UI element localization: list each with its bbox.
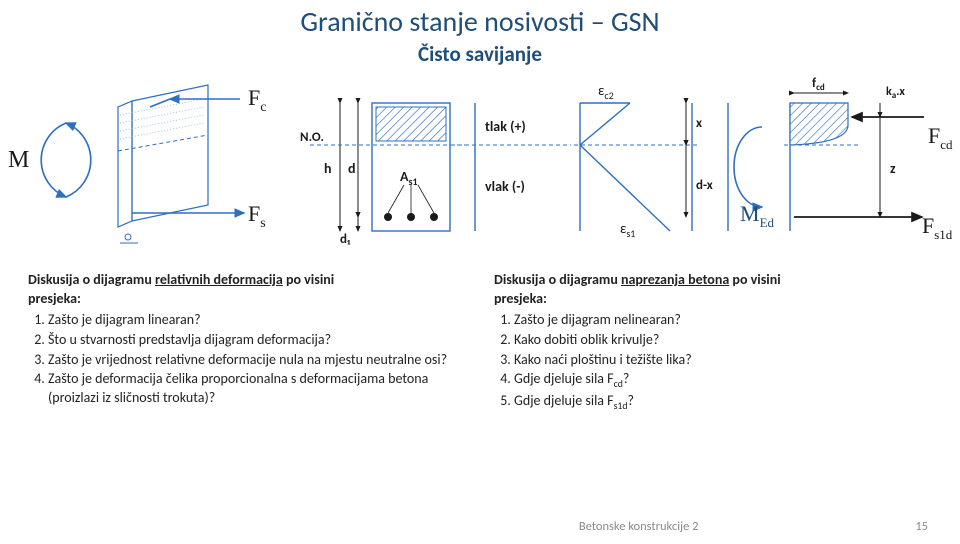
panel-med: MEd — [728, 103, 775, 231]
list-item: Zašto je dijagram linearan? — [48, 311, 466, 330]
list-item: Gdje djeluje sila Fs1d? — [514, 392, 932, 413]
list-item: Zašto je dijagram nelinearan? — [514, 311, 932, 330]
svg-text:Fcd: Fcd — [928, 123, 953, 152]
panel-3d-beam: Fc Fs M — [8, 85, 266, 243]
discussion-columns: Diskusija o dijagramu relativnih deforma… — [0, 253, 960, 414]
svg-text:z: z — [890, 160, 896, 177]
footer-page: 15 — [915, 519, 928, 534]
svg-text:εc2: εc2 — [598, 82, 614, 102]
page-subtitle: Čisto savijanje — [0, 41, 960, 67]
left-list: Zašto je dijagram linearan?Što u stvarno… — [48, 311, 466, 408]
list-item: Zašto je deformacija čelika proporcional… — [48, 370, 466, 408]
svg-text:vlak (-): vlak (-) — [485, 178, 525, 195]
discussion-left: Diskusija o dijagramu relativnih deforma… — [28, 271, 466, 414]
svg-text:x: x — [696, 116, 702, 131]
svg-text:N.O.: N.O. — [300, 130, 324, 145]
discussion-right: Diskusija o dijagramu naprezanja betona … — [494, 271, 932, 414]
beam-svg: Fc Fs M h d N.O. As1 d₁ — [0, 73, 960, 253]
list-item: Kako dobiti oblik krivulje? — [514, 331, 932, 350]
panel-strain: εc2 εs1 x d-x — [574, 82, 713, 240]
svg-text:d₁: d₁ — [340, 232, 351, 247]
svg-text:Fs: Fs — [248, 201, 266, 231]
svg-text:MEd: MEd — [740, 201, 775, 230]
list-item: Kako naći ploštinu i težište lika? — [514, 351, 932, 370]
panel-stress: fcd Fcd ka.x z Fs1d — [784, 76, 953, 242]
svg-text:Fs1d: Fs1d — [922, 213, 953, 242]
svg-text:ka.x: ka.x — [886, 85, 905, 101]
svg-text:Fc: Fc — [248, 85, 266, 115]
footer-course: Betonske konstrukcije 2 — [579, 519, 699, 534]
panel-tlak-vlak: tlak (+) vlak (-) — [451, 103, 571, 231]
right-title: Diskusija o dijagramu naprezanja betona … — [494, 271, 932, 309]
svg-text:d: d — [348, 160, 356, 177]
page-title: Granično stanje nosivosti – GSN — [0, 4, 960, 39]
svg-text:fcd: fcd — [812, 76, 825, 93]
svg-text:h: h — [324, 160, 332, 177]
panel-cross-section: h d N.O. As1 d₁ — [300, 103, 470, 247]
svg-text:M: M — [8, 147, 29, 173]
left-title: Diskusija o dijagramu relativnih deforma… — [28, 271, 466, 309]
footer: Betonske konstrukcije 2 15 — [0, 519, 960, 534]
right-list: Zašto je dijagram nelinearan?Kako dobiti… — [514, 311, 932, 414]
svg-text:d-x: d-x — [696, 178, 713, 193]
svg-text:tlak (+): tlak (+) — [485, 118, 526, 135]
list-item: Gdje djeluje sila Fcd? — [514, 370, 932, 391]
svg-text:εs1: εs1 — [620, 220, 635, 240]
beam-diagram: Fc Fs M h d N.O. As1 d₁ — [0, 73, 960, 253]
list-item: Zašto je vrijednost relativne deformacij… — [48, 351, 466, 370]
list-item: Što u stvarnosti predstavlja dijagram de… — [48, 331, 466, 350]
